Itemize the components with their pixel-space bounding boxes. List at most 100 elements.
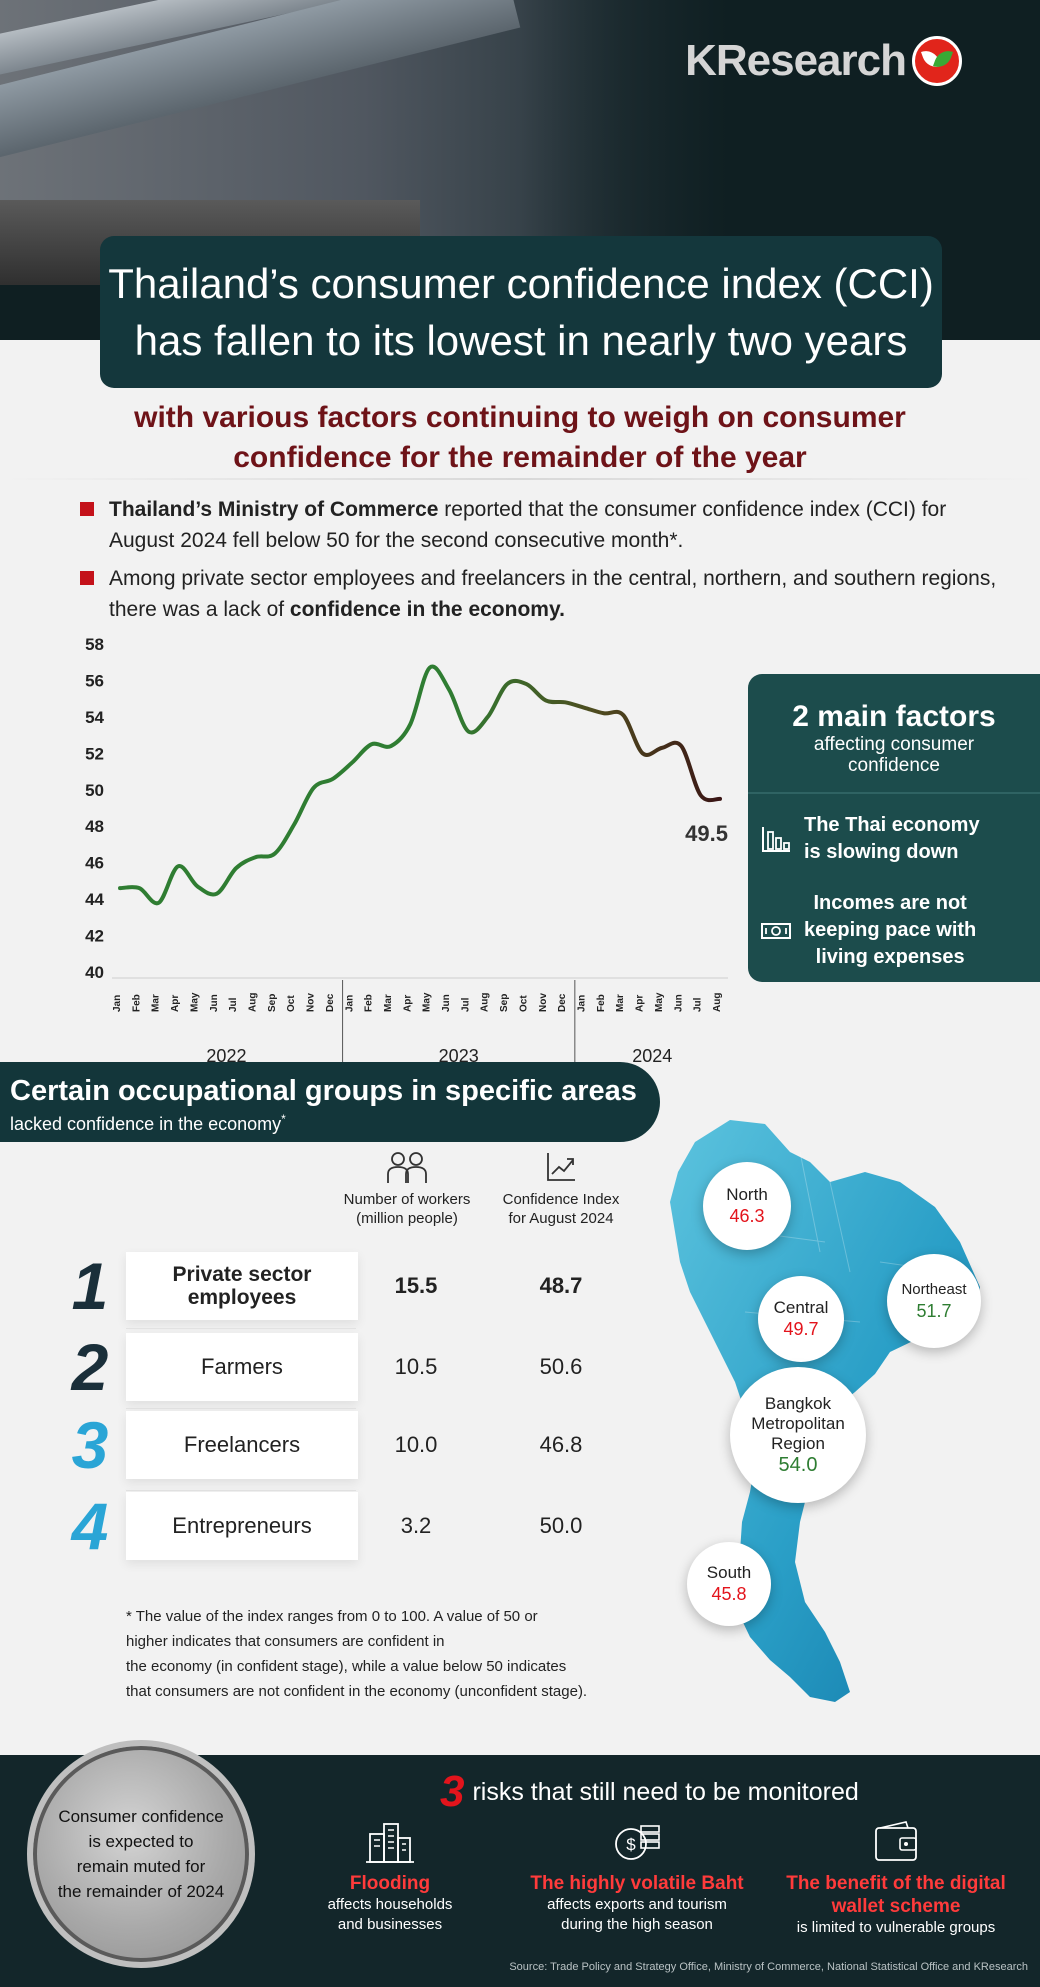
row-divider	[126, 1408, 356, 1409]
risk-item-flooding: Flooding affects households and businesse…	[300, 1820, 480, 1935]
x-tick-label: Jun	[441, 994, 452, 1012]
bullet-square-icon	[80, 502, 94, 516]
column-header-line: Number of workers	[343, 1191, 471, 1208]
kresearch-logo: KResearch	[685, 36, 962, 86]
region-bubble-north: North 46.3	[703, 1162, 791, 1250]
divider	[0, 478, 1040, 480]
x-tick-label: Jul	[228, 997, 239, 1012]
banknote-icon	[761, 922, 791, 939]
cci-line-chart: 40 42 44 46 48 50 52 54 56 58 Jan Feb Mar Apr May Jun Ju…	[60, 630, 740, 1070]
region-name: North	[726, 1185, 768, 1204]
x-tick-label: Jan	[577, 995, 588, 1012]
footnote-mark: *	[281, 1112, 286, 1126]
x-tick-label: Sep	[499, 994, 510, 1012]
occupations-title: Certain occupational groups in specific …	[10, 1075, 637, 1107]
bullet-rest: Among private sector employees and freel…	[109, 567, 997, 621]
workers-value: 15.5	[394, 1273, 438, 1298]
x-tick-label: Feb	[596, 994, 607, 1012]
region-value: 54.0	[778, 1454, 818, 1476]
column-header-cci: Confidence Index for August 2024	[486, 1150, 636, 1228]
page-title-box: Thailand’s consumer confidence index (CC…	[100, 236, 942, 388]
occupation-name: Entrepreneurs	[126, 1492, 358, 1560]
y-tick-label: 44	[85, 890, 104, 909]
workers-value: 10.5	[394, 1354, 438, 1379]
occupations-subtitle-text: lacked confidence in the economy	[10, 1114, 282, 1134]
risk-heading: The benefit of the digital wallet scheme	[766, 1872, 1026, 1918]
year-label: 2023	[439, 1046, 479, 1066]
x-tick-label: Aug	[480, 993, 491, 1012]
outlook-text: Consumer confidence is expected to remai…	[56, 1804, 226, 1904]
page-title: Thailand’s consumer confidence index (CC…	[108, 255, 934, 369]
x-tick-label: Nov	[306, 993, 317, 1012]
region-value: 45.8	[711, 1584, 747, 1604]
subtitle-line-2: confidence for the remainder of the year	[233, 441, 807, 474]
footnote-line: that consumers are not confident in the …	[126, 1683, 588, 1700]
x-tick-label: Aug	[247, 993, 258, 1012]
factor-text: Incomes are not keeping pace with living…	[804, 890, 976, 971]
rank-number: 1	[71, 1249, 109, 1323]
region-name: Bangkok	[764, 1394, 832, 1413]
x-tick-label: May	[189, 992, 200, 1012]
y-tick-label: 52	[85, 744, 104, 763]
risk-description-line: affects households	[327, 1896, 453, 1913]
factors-title: 2 main factors	[792, 700, 996, 733]
y-tick-label: 56	[85, 671, 104, 690]
factor-line: living expenses	[815, 946, 965, 968]
risks-title: risks that still need to be monitored	[472, 1777, 859, 1806]
x-tick-label: Feb	[131, 994, 142, 1012]
x-tick-label: Mar	[151, 994, 162, 1012]
bar-chart-icon	[762, 827, 790, 852]
workers-value: 3.2	[400, 1513, 432, 1538]
year-label: 2024	[632, 1046, 672, 1066]
occupations-title-bar: Certain occupational groups in specific …	[0, 1062, 660, 1142]
buildings-icon	[366, 1823, 414, 1863]
growth-chart-icon	[547, 1153, 575, 1181]
risk-description-line: affects exports and tourism	[547, 1896, 727, 1913]
y-tick-label: 46	[85, 854, 104, 873]
region-bubble-south: South 45.8	[687, 1542, 771, 1626]
factor-line: The Thai economy	[804, 814, 980, 836]
page-title-line-2: has fallen to its lowest in nearly two y…	[134, 317, 908, 364]
x-tick-label: Sep	[267, 994, 278, 1012]
x-tick-label: Apr	[635, 995, 646, 1012]
x-tick-label: Mar	[615, 994, 626, 1012]
region-value: 46.3	[729, 1206, 765, 1226]
x-tick-label: Jul	[693, 997, 704, 1012]
y-tick-label: 54	[85, 708, 104, 727]
factor-line: Incomes are not	[813, 892, 967, 914]
svg-text:$: $	[626, 1835, 636, 1854]
factors-header: 2 main factors affecting consumer confid…	[748, 674, 1040, 776]
main-factors-card: 2 main factors affecting consumer confid…	[748, 674, 1040, 982]
x-tick-label: Apr	[402, 995, 413, 1012]
column-header-workers: Number of workers (million people)	[332, 1150, 482, 1228]
x-tick-label: Apr	[170, 995, 181, 1012]
occupation-name: Freelancers	[126, 1411, 358, 1479]
x-tick-label: May	[654, 992, 665, 1012]
region-name: South	[706, 1563, 752, 1582]
x-tick-label: Aug	[712, 993, 723, 1012]
factor-line: is slowing down	[804, 841, 959, 863]
x-tick-label: Feb	[364, 994, 375, 1012]
subtitle-line-1: with various factors continuing to weigh…	[134, 401, 906, 434]
kbank-leaf-icon	[912, 36, 962, 86]
region-name: Northeast	[901, 1281, 967, 1298]
thailand-map: North 46.3 Northeast 51.7 Central 49.7 B…	[650, 1112, 1000, 1732]
region-name: Region	[771, 1434, 825, 1453]
factor-item-incomes: Incomes are not keeping pace with living…	[760, 890, 1030, 971]
cci-value: 50.6	[539, 1354, 583, 1379]
risk-description: affects exports and tourism during the hi…	[512, 1895, 762, 1935]
source-note: Source: Trade Policy and Strategy Office…	[509, 1961, 1028, 1973]
y-tick-label: 40	[85, 963, 104, 982]
risk-description-line: and businesses	[337, 1916, 443, 1933]
occupations-subtitle: lacked confidence in the economy*	[10, 1108, 660, 1135]
risk-description: is limited to vulnerable groups	[796, 1919, 996, 1936]
region-name: Central	[773, 1298, 829, 1317]
logo-text: KResearch	[685, 36, 907, 85]
cci-value: 46.8	[539, 1432, 583, 1457]
risks-heading: 3 risks that still need to be monitored	[440, 1770, 859, 1814]
occupation-name: Private sector employees	[126, 1252, 358, 1320]
region-name: Metropolitan	[751, 1414, 845, 1433]
footnote-line: * The value of the index ranges from 0 t…	[126, 1608, 538, 1625]
factor-text: The Thai economy is slowing down	[804, 812, 980, 866]
year-label: 2022	[206, 1046, 246, 1066]
